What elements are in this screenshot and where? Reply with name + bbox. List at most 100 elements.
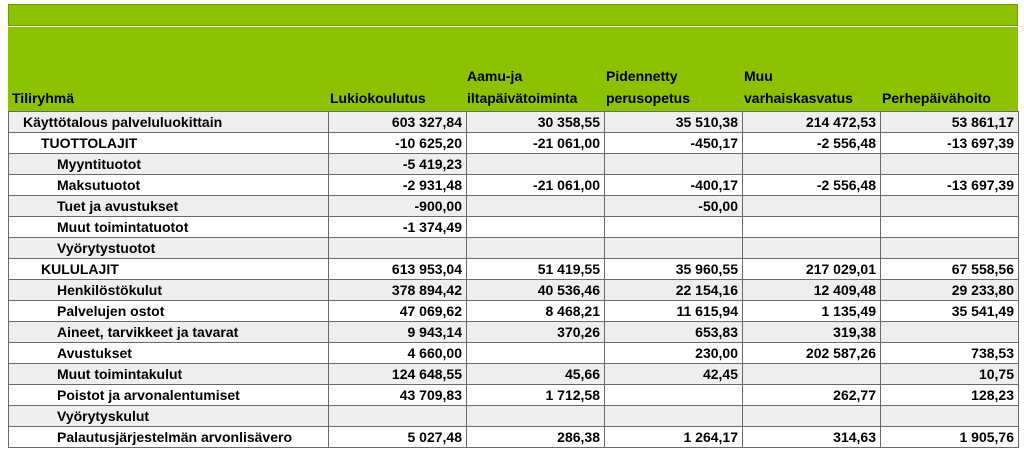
table-row: Muut toimintakulut 124 648,55 45,66 42,45 10… — [8, 363, 1019, 385]
value-cell: 40 536,46 — [466, 279, 605, 301]
header-line: Muu — [744, 68, 773, 84]
value-cell: 43 709,83 — [328, 384, 467, 406]
value-cell: 10,75 — [880, 363, 1019, 385]
table-row: Tuet ja avustukset -900,00 -50,00 — [8, 195, 1019, 217]
header-line: Pidennetty — [606, 68, 678, 84]
table-row: Avustukset 4 660,00 230,00 202 587,26 738,53 — [8, 342, 1019, 364]
value-cell: 47 069,62 — [328, 300, 467, 322]
row-label: Henkilöstökulut — [8, 279, 329, 301]
value-cell — [880, 195, 1019, 217]
value-cell: 51 419,55 — [466, 258, 605, 280]
row-label: Maksutuotot — [8, 174, 329, 196]
value-cell — [880, 237, 1019, 259]
value-cell: -13 697,39 — [880, 132, 1019, 154]
table-row: Aineet, tarvikkeet ja tavarat 9 943,14 370… — [8, 321, 1019, 343]
table-row: Maksutuotot -2 931,48 -21 061,00 -400,17 -2 … — [8, 174, 1019, 196]
value-cell — [466, 216, 605, 238]
header-line: Aamu-ja — [467, 68, 523, 84]
value-cell — [328, 405, 467, 427]
table-header: Tiliryhmä Lukiokoulutus Aamu-ja iltapäiv… — [8, 27, 1018, 111]
value-cell — [328, 237, 467, 259]
value-cell — [880, 153, 1019, 175]
row-label: Muut toimintatuotot — [8, 216, 329, 238]
value-cell: 286,38 — [466, 426, 605, 448]
value-cell — [742, 363, 881, 385]
row-label: Vyörytystuotot — [8, 237, 329, 259]
row-label: Myyntituotot — [8, 153, 329, 175]
value-cell: 378 894,42 — [328, 279, 467, 301]
table-row: Palautusjärjestelmän arvonlisävero 5 027,… — [8, 426, 1019, 448]
table-row: Poistot ja arvonalentumiset 43 709,83 1 71… — [8, 384, 1019, 406]
value-cell: 5 027,48 — [328, 426, 467, 448]
value-cell: 4 660,00 — [328, 342, 467, 364]
header-pidennetty-perusopetus: Pidennetty perusopetus — [606, 65, 690, 109]
header-line: Perhepäivähoito — [882, 90, 991, 106]
table-row: Muut toimintatuotot -1 374,49 — [8, 216, 1019, 238]
row-label: TUOTTOLAJIT — [8, 132, 329, 154]
value-cell: 202 587,26 — [742, 342, 881, 364]
value-cell: 1 135,49 — [742, 300, 881, 322]
value-cell: 22 154,16 — [604, 279, 743, 301]
row-label: Aineet, tarvikkeet ja tavarat — [8, 321, 329, 343]
value-cell: 53 861,17 — [880, 111, 1019, 133]
header-lukiokoulutus: Lukiokoulutus — [330, 87, 426, 109]
value-cell: 42,45 — [604, 363, 743, 385]
value-cell — [742, 195, 881, 217]
value-cell — [604, 384, 743, 406]
value-cell — [604, 153, 743, 175]
value-cell — [466, 195, 605, 217]
value-cell: 370,26 — [466, 321, 605, 343]
value-cell: -2 931,48 — [328, 174, 467, 196]
header-perhepaivahoito: Perhepäivähoito — [882, 87, 991, 109]
row-label: Palvelujen ostot — [8, 300, 329, 322]
table-row: Myyntituotot -5 419,23 — [8, 153, 1019, 175]
value-cell — [604, 405, 743, 427]
value-cell — [466, 405, 605, 427]
value-cell — [742, 216, 881, 238]
value-cell: -900,00 — [328, 195, 467, 217]
value-cell: -450,17 — [604, 132, 743, 154]
value-cell: 67 558,56 — [880, 258, 1019, 280]
value-cell: 45,66 — [466, 363, 605, 385]
header-line: perusopetus — [606, 90, 691, 106]
table-row: Henkilöstökulut 378 894,42 40 536,46 22 154… — [8, 279, 1019, 301]
value-cell: 613 953,04 — [328, 258, 467, 280]
value-cell: 30 358,55 — [466, 111, 605, 133]
value-cell — [604, 216, 743, 238]
value-cell: 214 472,53 — [742, 111, 881, 133]
value-cell: 653,83 — [604, 321, 743, 343]
value-cell: 1 905,76 — [880, 426, 1019, 448]
value-cell — [466, 342, 605, 364]
value-cell: 738,53 — [880, 342, 1019, 364]
row-label: Avustukset — [8, 342, 329, 364]
value-cell — [742, 405, 881, 427]
value-cell: -1 374,49 — [328, 216, 467, 238]
value-cell: -13 697,39 — [880, 174, 1019, 196]
row-label: Palautusjärjestelmän arvonlisävero — [8, 426, 329, 448]
value-cell: -21 061,00 — [466, 132, 605, 154]
header-band-top — [8, 4, 1018, 26]
value-cell: 1 712,58 — [466, 384, 605, 406]
value-cell: 9 943,14 — [328, 321, 467, 343]
value-cell: 35 960,55 — [604, 258, 743, 280]
value-cell: -2 556,48 — [742, 132, 881, 154]
value-cell: -5 419,23 — [328, 153, 467, 175]
value-cell — [742, 153, 881, 175]
value-cell — [880, 405, 1019, 427]
value-cell — [466, 153, 605, 175]
row-label: Poistot ja arvonalentumiset — [8, 384, 329, 406]
value-cell — [742, 237, 881, 259]
value-cell: -400,17 — [604, 174, 743, 196]
value-cell: 29 233,80 — [880, 279, 1019, 301]
value-cell: 314,63 — [742, 426, 881, 448]
value-cell: 603 327,84 — [328, 111, 467, 133]
data-table: Käyttötalous palveluluokittain 603 327,84… — [8, 111, 1019, 448]
row-label: Tuet ja avustukset — [8, 195, 329, 217]
value-cell: 230,00 — [604, 342, 743, 364]
header-tiliryhma: Tiliryhmä — [12, 87, 74, 109]
value-cell: -21 061,00 — [466, 174, 605, 196]
header-line: varhaiskasvatus — [744, 90, 853, 106]
value-cell: 12 409,48 — [742, 279, 881, 301]
value-cell: 1 264,17 — [604, 426, 743, 448]
table-row: Palvelujen ostot 47 069,62 8 468,21 11 615,… — [8, 300, 1019, 322]
